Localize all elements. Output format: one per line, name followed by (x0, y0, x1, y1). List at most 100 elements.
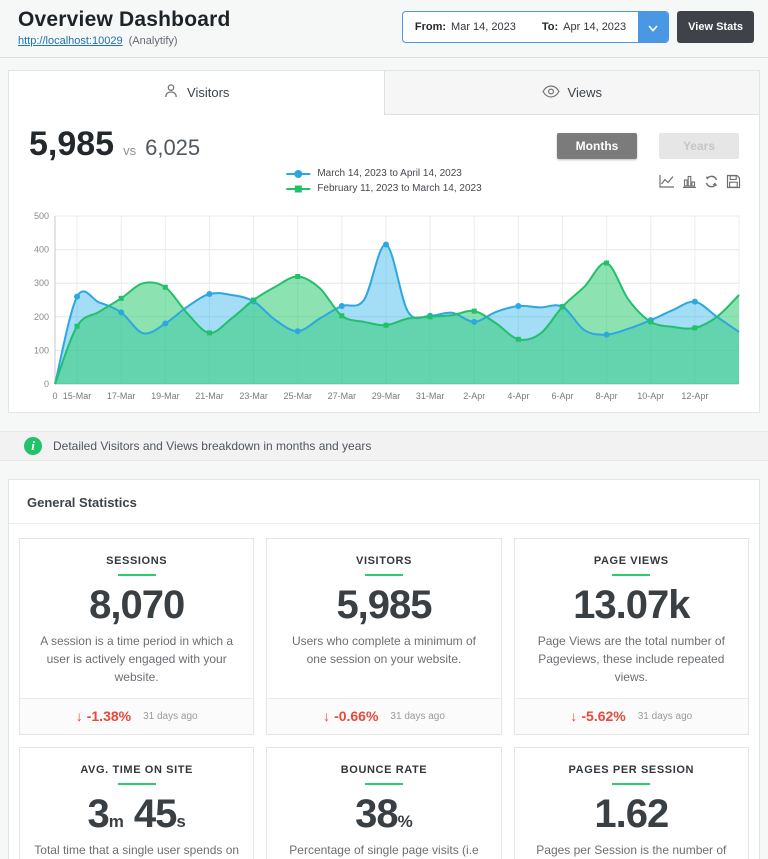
stat-cards-grid: SESSIONS 8,070 A session is a time period … (9, 524, 759, 859)
stat-card-description: A session is a time period in which a us… (40, 634, 234, 684)
date-range-fields: From: Mar 14, 2023 To: Apr 14, 2023 (403, 12, 638, 42)
refresh-icon[interactable] (704, 174, 719, 189)
svg-text:8-Apr: 8-Apr (596, 391, 618, 401)
info-note-text: Detailed Visitors and Views breakdown in… (53, 439, 372, 453)
arrow-down-icon: ↓ (75, 708, 83, 724)
stats-compare-row: 5,985 vs 6,025 Months Years (25, 125, 743, 164)
title-underline (117, 574, 156, 576)
arrow-down-icon: ↓ (570, 708, 578, 724)
legend-label-current: March 14, 2023 to April 14, 2023 (317, 168, 462, 179)
current-period-value: 5,985 (29, 125, 115, 163)
stat-card-description: Total time that a single user spends on … (34, 843, 240, 857)
stat-card-sessions: SESSIONS 8,070 A session is a time period … (19, 538, 255, 735)
info-icon: i (24, 437, 42, 455)
stat-card-footer: ↓ -1.38% 31 days ago (20, 698, 254, 734)
date-from-label: From: (414, 21, 447, 33)
change-percent: -1.38% (86, 708, 132, 724)
tab-visitors-label: Visitors (187, 85, 230, 100)
legend-label-previous: February 11, 2023 to March 14, 2023 (317, 183, 482, 194)
arrow-down-icon: ↓ (323, 708, 331, 724)
stat-card-title: BOUNCE RATE (340, 764, 428, 776)
stat-card-avg-time-on-site: AVG. TIME ON SITE 3m 45s Total time that a… (19, 747, 255, 859)
title-underline (612, 783, 651, 785)
title-underline (117, 783, 156, 785)
stat-card-title: AVG. TIME ON SITE (80, 764, 193, 776)
months-button[interactable]: Months (557, 133, 637, 159)
date-to-label: To: (541, 21, 559, 33)
svg-text:10-Apr: 10-Apr (637, 391, 664, 401)
years-button[interactable]: Years (659, 133, 739, 159)
save-icon[interactable] (726, 174, 741, 189)
site-suffix: (Analytify) (128, 35, 178, 47)
svg-text:12-Apr: 12-Apr (681, 391, 708, 401)
svg-text:100: 100 (34, 345, 49, 355)
stat-card-description: Page Views are the total number of Pagev… (537, 634, 725, 684)
stat-card-title: PAGE VIEWS (593, 555, 669, 567)
stat-card-bounce-rate: BOUNCE RATE 38% Percentage of single page … (266, 747, 502, 859)
change-percent: -5.62% (581, 708, 626, 724)
chart-panel-body: 5,985 vs 6,025 Months Years March 14, 20… (9, 115, 759, 412)
period-buttons: Months Years (557, 133, 739, 159)
stat-card-value: 3m 45s (87, 792, 186, 836)
bar-chart-icon[interactable] (682, 174, 697, 189)
title-underline (364, 574, 403, 576)
svg-text:29-Mar: 29-Mar (372, 391, 401, 401)
svg-text:6-Apr: 6-Apr (551, 391, 573, 401)
change-period: 31 days ago (143, 710, 198, 722)
legend-item-previous-period: February 11, 2023 to March 14, 2023 (286, 183, 482, 194)
tabs: Visitors Views (9, 71, 759, 115)
svg-text:23-Mar: 23-Mar (239, 391, 268, 401)
line-chart-icon[interactable] (659, 174, 675, 189)
general-statistics-title: General Statistics (9, 480, 759, 524)
svg-text:27-Mar: 27-Mar (328, 391, 357, 401)
eye-icon (541, 84, 560, 101)
stat-card-title: PAGES PER SESSION (568, 764, 695, 776)
title-underline (364, 783, 403, 785)
date-from-value[interactable]: Mar 14, 2023 (451, 21, 516, 33)
stat-card-footer: ↓ -5.62% 31 days ago (514, 698, 748, 734)
svg-text:4-Apr: 4-Apr (507, 391, 529, 401)
legend-row: March 14, 2023 to April 14, 2023 Februar… (25, 168, 743, 208)
stat-card-pages-per-session: PAGES PER SESSION 1.62 Pages per Session i… (513, 747, 749, 859)
stat-card-page-views: PAGE VIEWS 13.07k Page Views are the total… (513, 538, 749, 735)
vs-label: vs (123, 143, 137, 158)
view-stats-button[interactable]: View Stats (677, 11, 754, 43)
svg-text:31-Mar: 31-Mar (416, 391, 445, 401)
header: Overview Dashboard http://localhost:1002… (0, 0, 768, 58)
stat-card-title: SESSIONS (106, 555, 168, 567)
svg-text:19-Mar: 19-Mar (151, 391, 180, 401)
svg-text:17-Mar: 17-Mar (107, 391, 136, 401)
stat-card-visitors: VISITORS 5,985 Users who complete a minimu… (266, 538, 502, 735)
date-range-picker[interactable]: From: Mar 14, 2023 To: Apr 14, 2023 (401, 11, 670, 43)
person-icon (163, 83, 179, 102)
date-range-dropdown-button[interactable] (638, 12, 669, 42)
title-underline (612, 574, 651, 576)
legend-marker-blue (286, 169, 311, 178)
chart-toolbar (659, 174, 741, 189)
tab-views[interactable]: Views (383, 71, 759, 115)
stat-card-description: Percentage of single page visits (i.e nu… (289, 843, 479, 857)
stat-card-description: Users who complete a minimum of one sess… (291, 634, 477, 666)
change-period: 31 days ago (637, 710, 693, 722)
visitors-views-panel: Visitors Views 5,985 vs 6,025 Months Yea… (8, 70, 760, 413)
svg-text:15-Mar: 15-Mar (63, 391, 92, 401)
stat-card-value: 1.62 (594, 792, 669, 836)
date-to-value[interactable]: Apr 14, 2023 (563, 21, 627, 33)
change-period: 31 days ago (390, 710, 445, 722)
chart-legend: March 14, 2023 to April 14, 2023 Februar… (286, 168, 482, 194)
site-url-link[interactable]: http://localhost:10029 (18, 35, 123, 47)
stat-card-value: 13.07k (573, 583, 690, 627)
svg-text:500: 500 (34, 211, 49, 221)
previous-period-value: 6,025 (145, 135, 201, 160)
stat-card-value: 38% (355, 792, 413, 836)
svg-text:300: 300 (34, 278, 49, 288)
info-note-band: i Detailed Visitors and Views breakdown … (0, 431, 768, 461)
stats-compare: 5,985 vs 6,025 (25, 125, 200, 164)
page-title: Overview Dashboard (18, 8, 231, 31)
stat-card-description: Pages per Session is the number of pages… (536, 843, 727, 857)
tab-visitors[interactable]: Visitors (9, 71, 384, 115)
svg-text:21-Mar: 21-Mar (195, 391, 224, 401)
site-line: http://localhost:10029 (Analytify) (18, 35, 231, 47)
chevron-down-icon (648, 20, 658, 35)
